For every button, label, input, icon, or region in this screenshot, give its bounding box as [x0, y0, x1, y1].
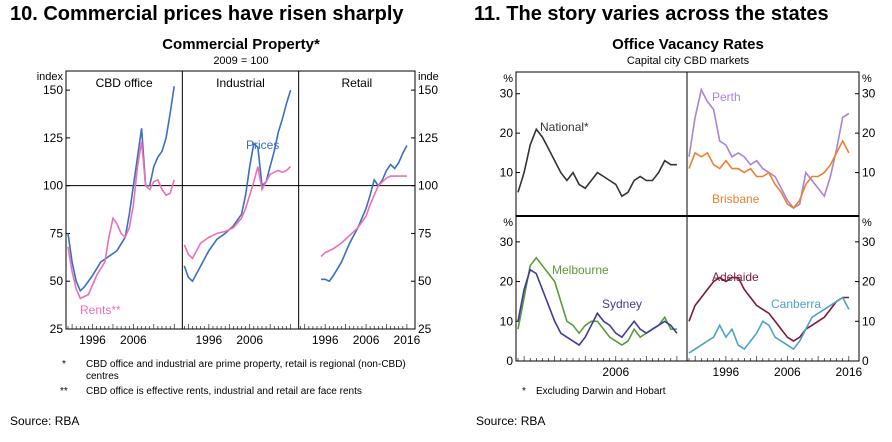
y-tick-label-left: 50 — [50, 274, 64, 288]
note-text-2: CBD office is effective rents, industria… — [86, 386, 362, 397]
y-tick-label-right: 20 — [862, 275, 876, 289]
y-tick-label-left: 30 — [500, 235, 514, 249]
series-line-retail-prices — [321, 145, 408, 283]
right-y-unit: inde — [418, 71, 439, 83]
y-tick-label-left: 25 — [50, 322, 64, 336]
y-tick-label-right: 10 — [862, 314, 876, 328]
right-source: Source: RBA — [476, 414, 546, 428]
series-line-perth — [688, 87, 850, 210]
x-tick-label: 2006 — [120, 333, 147, 347]
x-tick-label: 1996 — [312, 333, 339, 347]
panel-title-retail: Retail — [341, 76, 372, 90]
right-note-mark: * — [522, 386, 526, 397]
y-unit-top-right: % — [862, 73, 872, 85]
series-line-canberra — [688, 296, 850, 354]
x-tick-label: 2006 — [602, 365, 629, 379]
y-tick-label-left: 20 — [500, 275, 514, 289]
y-tick-label-left: 10 — [500, 314, 514, 328]
x-tick-label: 1996 — [79, 333, 106, 347]
right-heading: 11. The story varies across the states — [474, 3, 829, 25]
legend-label-canberra: Canberra — [771, 297, 821, 311]
left-source: Source: RBA — [10, 414, 80, 428]
series-line-adelaide — [688, 276, 849, 343]
y-tick-label-right: 125 — [418, 131, 438, 145]
series-line-industrial-prices — [183, 89, 292, 283]
legend-label-brisbane: Brisbane — [712, 192, 760, 206]
panel-title-industrial: Industrial — [216, 76, 265, 90]
commercial-property-chart: index inde 25 25 50 50 75 75 100 100 125 125 150 15… — [37, 70, 439, 347]
y-tick-label-right: 50 — [418, 274, 432, 288]
left-chart-subtitle: 2009 = 100 — [213, 55, 269, 67]
left-heading: 10. Commercial prices have risen sharply — [10, 3, 404, 25]
x-tick-label: 2006 — [774, 365, 801, 379]
y-tick-label-left: 75 — [50, 226, 64, 240]
legend-label-sydney: Sydney — [602, 297, 642, 311]
right-chart-subtitle: Capital city CBD markets — [626, 55, 750, 67]
y-tick-label-left: 125 — [43, 131, 63, 145]
x-tick-label: 2016 — [394, 333, 421, 347]
y-tick-label-left: 100 — [43, 179, 63, 193]
y-unit-bottom-right: % — [862, 217, 872, 229]
y-tick-label-left: 10 — [500, 166, 514, 180]
left-chart-title: Commercial Property* — [162, 36, 320, 53]
y-tick-label-right: 75 — [418, 226, 432, 240]
legend-label-melbourne: Melbourne — [552, 263, 609, 277]
x-tick-label: 1996 — [196, 333, 223, 347]
y-tick-label-left: 150 — [43, 83, 63, 97]
legend-label-adelaide: Adelaide — [712, 270, 759, 284]
y-tick-label-right: 20 — [862, 126, 876, 140]
note-mark-2: ** — [60, 386, 68, 397]
y-tick-label-right: 10 — [862, 166, 876, 180]
y-unit-bottom-left: % — [503, 217, 513, 229]
x-tick-label: 2006 — [353, 333, 380, 347]
series-line-brisbane — [688, 139, 850, 210]
y-tick-label-left: 0 — [506, 354, 513, 368]
note-mark-1: * — [62, 359, 66, 370]
legend-label-national: National* — [540, 120, 589, 134]
y-tick-label-right: 150 — [418, 83, 438, 97]
y-tick-label-left: 20 — [500, 126, 514, 140]
y-tick-label-right: 25 — [418, 322, 432, 336]
series-line-cbd-office-rents — [67, 141, 175, 300]
x-tick-label: 1996 — [713, 365, 740, 379]
y-tick-label-right: 100 — [418, 179, 438, 193]
y-tick-label-right: 30 — [862, 235, 876, 249]
series-line-national — [517, 127, 677, 198]
legend-label-prices: Prices — [246, 138, 279, 152]
series-line-retail-rents — [320, 175, 407, 257]
y-tick-label-right: 0 — [862, 354, 869, 368]
y-tick-label-left: 30 — [500, 87, 514, 101]
y-tick-label-right: 30 — [862, 87, 876, 101]
note-text-1: CBD office and industrial are prime prop… — [86, 359, 406, 382]
legend-label-perth: Perth — [712, 90, 741, 104]
series-line-sydney — [517, 268, 678, 347]
left-y-unit: index — [37, 71, 64, 83]
y-unit-top-left: % — [503, 73, 513, 85]
legend-label-rents: Rents** — [80, 303, 121, 317]
right-chart-title: Office Vacancy Rates — [612, 36, 764, 53]
x-tick-label: 2016 — [836, 365, 863, 379]
series-line-industrial-rents — [183, 166, 292, 260]
right-note-text: Excluding Darwin and Hobart — [536, 386, 666, 397]
office-vacancy-chart: %%% % 10 10 20 20 30 30 0 0 10 10 20 20 30 30 2006 1996 20… — [500, 71, 876, 379]
panel-title-cbd-office: CBD office — [96, 76, 153, 90]
series-line-cbd-office-prices — [67, 86, 175, 293]
x-tick-label: 2006 — [236, 333, 263, 347]
